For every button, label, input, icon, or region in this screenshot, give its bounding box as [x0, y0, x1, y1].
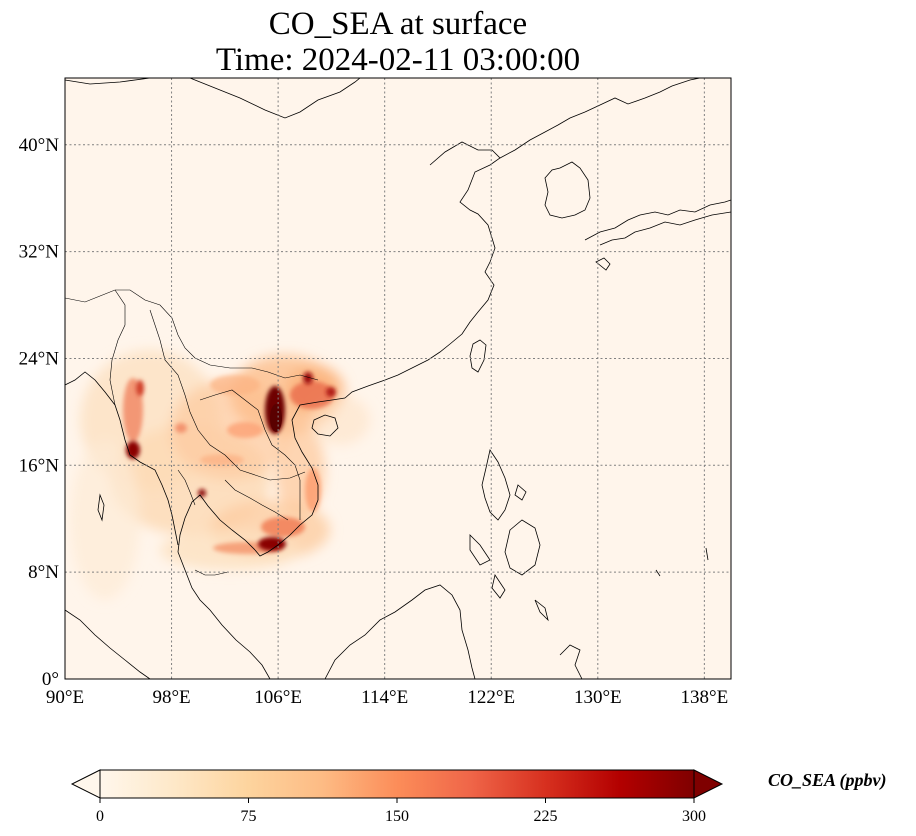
lat-axis: 0° 8°N 16°N 24°N 32°N 40°N — [19, 135, 60, 690]
hotspot-mekong — [258, 537, 286, 551]
colorbar-tick-label: 225 — [534, 808, 558, 825]
lon-tick-label: 114°E — [361, 687, 408, 708]
colorbar-gradient — [100, 770, 694, 798]
lat-tick-label: 40°N — [19, 135, 60, 156]
plot-frame — [64, 77, 732, 680]
colorbar-tick-label: 150 — [385, 808, 409, 825]
colorbar-tick-label: 75 — [241, 808, 257, 825]
hotspot-n-myanmar — [136, 380, 144, 396]
gridlines — [65, 78, 731, 679]
colorbar-tick-label: 0 — [96, 808, 104, 825]
lon-tick-label: 106°E — [254, 687, 302, 708]
lat-tick-label: 32°N — [19, 242, 60, 263]
coastlines — [65, 78, 731, 679]
lon-axis: 90°E 98°E 106°E 114°E 122°E 130°E 138°E — [46, 687, 728, 708]
title-line-2: Time: 2024-02-11 03:00:00 — [215, 42, 581, 78]
hotspot-leizhou — [326, 387, 336, 397]
title-line-1: CO_SEA at surface — [268, 6, 528, 42]
lon-tick-label: 122°E — [467, 687, 515, 708]
colorbar-label: CO_SEA (ppbv) — [768, 770, 887, 790]
colorbar-tick-label: 300 — [682, 808, 706, 825]
lon-tick-label: 98°E — [152, 687, 190, 708]
lon-tick-label: 90°E — [46, 687, 84, 708]
colorbar: 0 75 150 225 300 — [70, 769, 724, 825]
hotspot-red-river-core — [270, 404, 282, 432]
lon-tick-label: 130°E — [574, 687, 622, 708]
lat-tick-label: 24°N — [19, 348, 60, 369]
lon-tick-label: 138°E — [681, 687, 729, 708]
country-borders — [65, 289, 319, 576]
lat-tick-label: 0° — [42, 669, 59, 690]
colorbar-extend-low — [70, 769, 101, 799]
colorbar-extend-high — [693, 769, 724, 799]
lat-tick-label: 8°N — [28, 562, 59, 583]
hotspot-guangxi — [303, 372, 313, 384]
lat-tick-label: 16°N — [19, 455, 60, 476]
